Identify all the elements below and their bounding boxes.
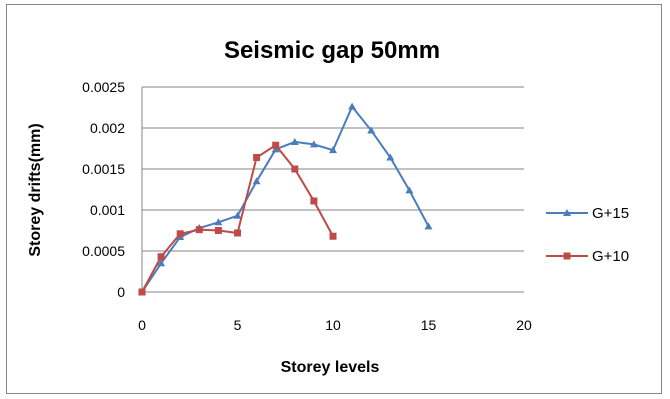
y-tick-label: 0 (117, 284, 125, 300)
series-layer (138, 102, 433, 296)
data-point-g-15 (252, 177, 261, 185)
y-tick-label: 0.0015 (82, 161, 125, 177)
data-point-g-10 (310, 197, 318, 205)
data-point-g-10 (272, 141, 280, 149)
legend-label: G+15 (592, 205, 629, 222)
data-point-g-15 (271, 145, 280, 153)
chart-title: Seismic gap 50mm (224, 37, 440, 64)
data-point-g-10 (195, 226, 203, 234)
legend-marker (563, 209, 571, 216)
data-point-g-15 (233, 211, 242, 219)
legend-item-g-15: G+15 (546, 205, 629, 222)
data-point-g-15 (348, 102, 357, 110)
data-point-g-15 (309, 140, 318, 148)
y-tick-label: 0.0025 (82, 79, 125, 95)
y-tick-label: 0.0005 (82, 243, 125, 259)
data-point-g-15 (367, 126, 376, 134)
legend-item-g-10: G+10 (546, 248, 629, 265)
data-point-g-15 (405, 186, 414, 194)
series-g-15 (138, 102, 433, 295)
series-g-10 (138, 141, 337, 296)
y-tick-label: 0.002 (90, 120, 125, 136)
y-axis-ticks: 0 0.0005 0.001 0.0015 0.002 0.0025 (82, 79, 125, 300)
data-point-g-15 (386, 153, 395, 161)
legend: G+15 G+10 (546, 205, 629, 265)
data-point-g-10 (176, 230, 184, 238)
data-point-g-15 (424, 222, 433, 230)
legend-marker (563, 252, 571, 260)
series-line-g-15 (141, 104, 430, 293)
y-tick-label: 0.001 (90, 202, 125, 218)
data-point-g-15 (157, 259, 166, 267)
data-point-g-10 (157, 253, 165, 261)
legend-label: G+10 (592, 248, 629, 265)
gridlines (142, 86, 524, 252)
data-point-g-10 (234, 229, 241, 237)
data-point-g-15 (329, 146, 337, 154)
x-tick-label: 10 (325, 317, 341, 333)
x-tick-label: 20 (516, 317, 532, 333)
x-axis-title: Storey levels (281, 359, 380, 376)
data-point-g-10 (138, 288, 146, 296)
data-point-g-10 (329, 232, 337, 240)
x-axis-ticks: 0 5 10 15 20 (138, 317, 532, 333)
x-tick-label: 5 (234, 317, 242, 333)
data-point-g-10 (253, 154, 261, 162)
data-point-g-15 (214, 218, 223, 226)
chart-frame (6, 4, 662, 394)
data-point-g-15 (290, 137, 299, 145)
data-point-g-10 (214, 227, 222, 234)
x-tick-label: 0 (138, 317, 146, 333)
x-tick-label: 15 (421, 317, 437, 333)
y-axis-title: Storey drifts(mm) (27, 123, 44, 256)
data-point-g-10 (291, 165, 299, 173)
